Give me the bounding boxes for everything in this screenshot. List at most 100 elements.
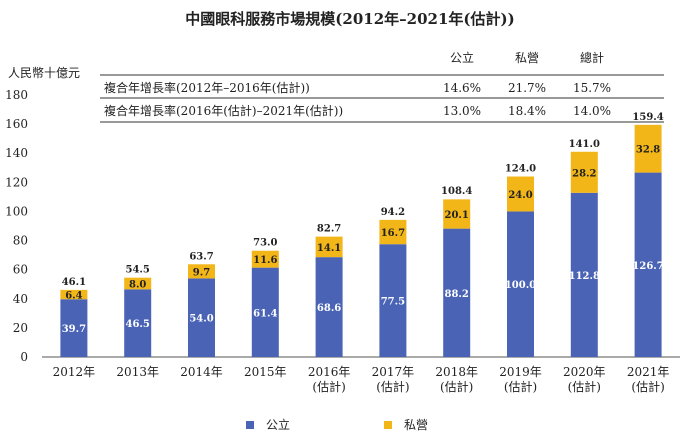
x-tick-label: 2019年 <box>499 365 542 379</box>
y-tick-label: 120 <box>5 175 28 189</box>
x-tick-label: (估計) <box>504 379 537 394</box>
bar-segment-private <box>315 236 343 258</box>
x-tick-label: 2013年 <box>116 365 159 379</box>
bar-label-private: 24.0 <box>508 190 532 201</box>
bar-label-private: 11.6 <box>253 255 277 266</box>
x-axis: 2012年 2013年 2014年 2015年 2016年(估計)2017年(估計)20… <box>53 365 670 394</box>
bar-group: 54.0 9.7 63.7 <box>188 251 215 357</box>
legend: 公立 私營 <box>246 417 428 432</box>
bar-label-private: 32.8 <box>636 145 660 156</box>
x-tick-label: 2012年 <box>53 365 96 379</box>
bar-label-private: 9.7 <box>193 267 210 278</box>
bar-group: 126.7 32.8 159.4 <box>632 112 664 357</box>
x-tick-label: (估計) <box>440 379 473 394</box>
bar-group: 39.7 6.4 46.1 <box>60 277 88 357</box>
cagr-header-public: 公立 <box>450 50 474 65</box>
bar-total-label: 94.2 <box>381 207 405 218</box>
chart-title: 中國眼科服務市場規模(2012年–2021年(估計)) <box>185 10 514 28</box>
bar-segment-public <box>570 192 598 357</box>
bar-segment-private <box>570 151 598 193</box>
cagr-header-total: 總計 <box>580 50 604 65</box>
y-tick-label: 0 <box>20 350 28 364</box>
bar-total-label: 141.0 <box>569 139 600 150</box>
bar-segment-public <box>443 228 471 357</box>
bar-total-label: 108.4 <box>441 186 472 197</box>
bar-total-label: 124.0 <box>505 164 536 175</box>
bar-group: 88.2 20.1 108.4 <box>441 186 472 357</box>
bar-segment-public <box>379 244 407 357</box>
x-tick-label: 2017年 <box>372 365 415 379</box>
bar-label-private: 14.1 <box>317 243 341 254</box>
bar-total-label: 159.4 <box>632 112 663 123</box>
bar-label-private: 16.7 <box>381 228 405 239</box>
cagr-row-2-total: 14.0% <box>573 104 611 118</box>
bar-label-private: 28.2 <box>572 168 596 179</box>
bar-segment-private <box>443 199 471 229</box>
bar-segment-public <box>315 257 343 357</box>
x-tick-label: 2014年 <box>180 365 223 379</box>
bars: 39.7 6.4 46.1 46.5 8.0 54.5 54.0 9.7 63.7 61.4 11.… <box>60 112 664 357</box>
x-tick-label: 2016年 <box>308 365 351 379</box>
bar-segment-public <box>251 267 279 357</box>
bar-segment-private <box>188 264 215 279</box>
x-tick-label: (估計) <box>631 379 664 394</box>
legend-label-private: 私營 <box>404 418 428 432</box>
x-tick-label: (估計) <box>312 379 345 394</box>
cagr-row-2-private: 18.4% <box>508 104 546 118</box>
y-tick-label: 40 <box>13 292 28 306</box>
bar-label-public: 88.2 <box>445 289 469 300</box>
x-tick-label: 2020年 <box>563 365 606 379</box>
x-tick-label: (估計) <box>376 379 409 394</box>
bar-label-public: 77.5 <box>381 297 405 308</box>
bar-total-label: 46.1 <box>62 277 86 288</box>
bar-group: 61.4 11.6 73.0 <box>251 238 279 357</box>
x-tick-label: 2018年 <box>435 365 478 379</box>
y-axis-label: 人民幣十億元 <box>8 66 80 80</box>
bar-segment-private <box>251 250 279 268</box>
legend-swatch-public <box>246 421 254 429</box>
y-tick-label: 20 <box>13 321 28 335</box>
bar-segment-public <box>124 289 152 357</box>
bar-label-private: 6.4 <box>65 291 82 302</box>
bar-label-private: 8.0 <box>129 279 146 290</box>
bar-group: 77.5 16.7 94.2 <box>379 207 407 357</box>
bar-label-public: 126.7 <box>632 261 663 272</box>
y-tick-label: 100 <box>5 204 28 218</box>
bar-label-public: 46.5 <box>126 319 150 330</box>
x-tick-label: 2015年 <box>244 365 287 379</box>
y-tick-label: 160 <box>5 117 28 131</box>
bar-label-public: 61.4 <box>253 308 277 319</box>
bar-label-private: 20.1 <box>445 210 469 221</box>
y-tick-label: 140 <box>5 146 28 160</box>
bar-segment-private <box>507 176 534 212</box>
bar-segment-public <box>507 211 534 357</box>
cagr-row-2-public: 13.0% <box>443 104 481 118</box>
y-tick-label: 60 <box>13 263 28 277</box>
bar-label-public: 112.8 <box>569 271 600 282</box>
bar-segment-private <box>634 124 662 173</box>
bar-segment-private <box>60 289 88 300</box>
bar-total-label: 54.5 <box>126 265 150 276</box>
bar-label-public: 100.0 <box>505 280 536 291</box>
bar-group: 46.5 8.0 54.5 <box>124 265 152 357</box>
cagr-row-1-private: 21.7% <box>508 81 546 95</box>
cagr-table: 公立 私營 總計 複合年增長率(2012年–2016年(估計)) 14.6% 2… <box>100 50 664 123</box>
cagr-row-1-public: 14.6% <box>443 81 481 95</box>
cagr-header-private: 私營 <box>515 51 539 65</box>
cagr-row-2-label: 複合年增長率(2016年(估計)–2021年(估計)) <box>104 103 343 118</box>
y-tick-label: 80 <box>13 234 28 248</box>
x-tick-label: 2021年 <box>627 365 670 379</box>
bar-total-label: 73.0 <box>253 238 277 249</box>
cagr-row-1-label: 複合年增長率(2012年–2016年(估計)) <box>104 80 310 95</box>
bar-label-public: 68.6 <box>317 303 341 314</box>
cagr-row-1-total: 15.7% <box>573 81 611 95</box>
bar-total-label: 63.7 <box>189 251 213 262</box>
bar-group: 112.8 28.2 141.0 <box>569 139 600 357</box>
y-axis: 0 20 40 60 80 100 120 140 160 180 <box>5 88 680 364</box>
x-tick-label: (估計) <box>568 379 601 394</box>
bar-segment-private <box>379 219 407 245</box>
bar-segment-private <box>124 277 152 290</box>
bar-total-label: 82.7 <box>317 224 341 235</box>
bar-segment-public <box>188 278 215 357</box>
